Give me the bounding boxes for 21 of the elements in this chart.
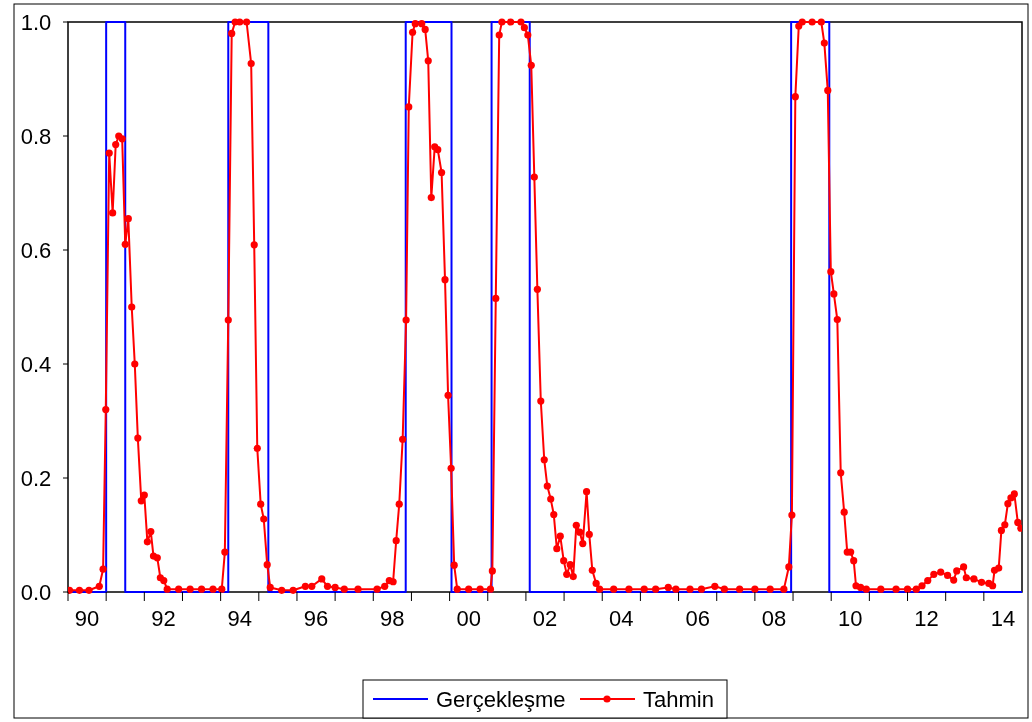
x-tick-label: 08 — [761, 606, 787, 631]
y-tick-label: 0.8 — [20, 124, 52, 149]
x-tick-label: 14 — [990, 606, 1016, 631]
x-tick-label: 02 — [532, 606, 558, 631]
x-tick-label: 92 — [151, 606, 176, 631]
x-tick-label: 90 — [74, 606, 100, 631]
x-tick-label: 12 — [914, 606, 939, 631]
y-tick-label: 0.0 — [20, 580, 52, 605]
x-tick-label: 96 — [303, 606, 329, 631]
y-tick-label: 0.6 — [20, 238, 52, 263]
legend-label: Gerçekleşme — [436, 687, 566, 712]
legend-label: Tahmin — [643, 687, 714, 712]
y-tick-label: 0.2 — [20, 466, 52, 491]
y-tick-label: 0.4 — [20, 352, 52, 377]
x-tick-label: 04 — [609, 606, 634, 631]
x-tick-label: 98 — [380, 606, 405, 631]
x-tick-label: 94 — [227, 606, 252, 631]
x-tick-label: 06 — [685, 606, 710, 631]
y-tick-label: 1.0 — [20, 10, 52, 35]
x-tick-label: 10 — [838, 606, 863, 631]
x-tick-label: 00 — [456, 606, 481, 631]
